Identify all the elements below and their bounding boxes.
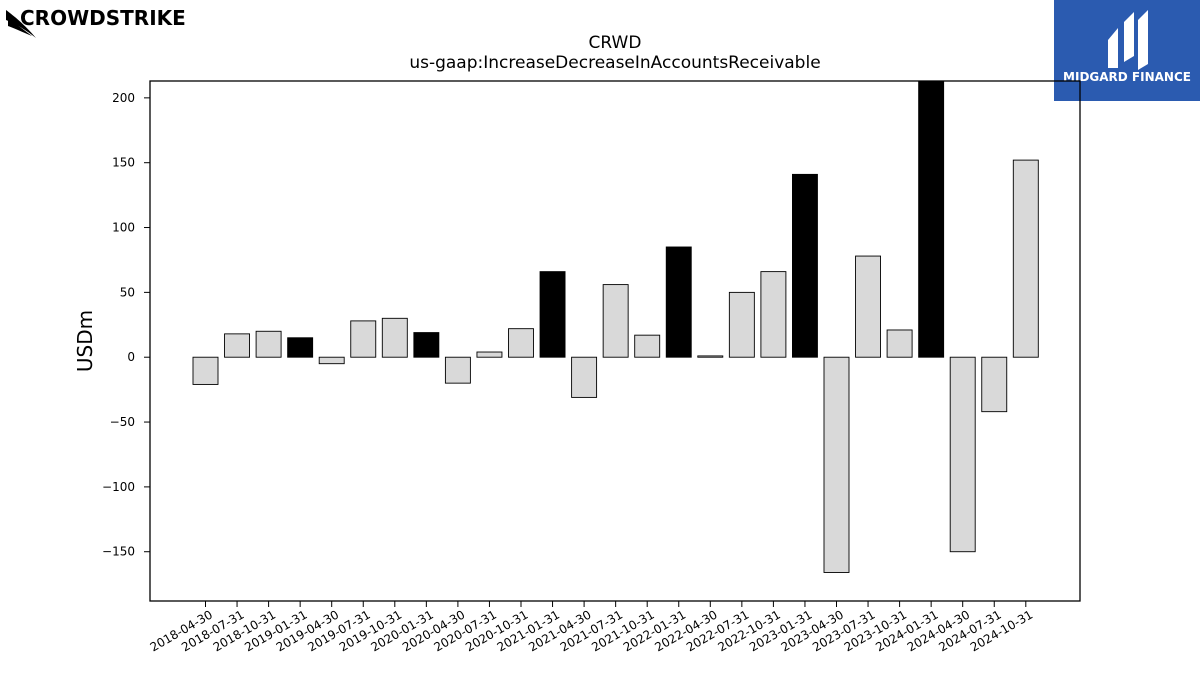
bar-2022-01-31 — [665, 246, 692, 358]
bar-2019-04-30 — [318, 356, 345, 365]
bar-2020-01-31 — [413, 332, 440, 358]
bar-2023-07-31 — [855, 255, 881, 358]
y-tick-label: 200 — [112, 91, 135, 105]
bar-2023-04-30 — [823, 356, 850, 573]
bar-2023-10-31 — [886, 329, 913, 358]
midgard-finance-logo: MIDGARD FINANCE — [1054, 0, 1200, 101]
y-tick-label: −100 — [102, 480, 135, 494]
bar-2019-01-31 — [287, 337, 314, 358]
bar-2022-04-30 — [697, 355, 724, 358]
crowdstrike-logo: CROWDSTRIKE — [6, 6, 186, 38]
bar-2021-07-31 — [602, 284, 629, 358]
bar-2021-01-31 — [539, 271, 566, 358]
y-tick-label: 0 — [127, 350, 135, 364]
bar-2022-07-31 — [728, 291, 755, 358]
bar-2024-07-31 — [981, 356, 1008, 413]
bar-2020-07-31 — [476, 351, 503, 358]
bar-2021-10-31 — [634, 334, 661, 358]
x-axis: 2018-04-302018-07-312018-10-312019-01-31… — [148, 601, 1035, 654]
bar-2024-04-30 — [949, 356, 976, 553]
bar-2024-01-31 — [918, 81, 945, 358]
bar-2021-04-30 — [571, 356, 598, 398]
chart-title: CRWD — [589, 33, 642, 53]
falcon-icon — [6, 10, 36, 38]
publisher-logo-text: MIDGARD FINANCE — [1063, 70, 1191, 84]
y-axis: 200 150 100 50 0 −50 −100 −150 — [102, 91, 150, 559]
bar-2024-10-31 — [1012, 159, 1039, 358]
midgard-m-icon — [1108, 10, 1148, 70]
chart-subtitle: us-gaap:IncreaseDecreaseInAccountsReceiv… — [409, 53, 820, 73]
company-logo-text: CROWDSTRIKE — [20, 6, 186, 30]
bar-2023-01-31 — [792, 173, 818, 358]
y-axis-label: USDm — [73, 310, 97, 372]
y-tick-label: 100 — [112, 221, 135, 235]
bar-2018-10-31 — [255, 330, 282, 358]
bar-2020-04-30 — [444, 356, 471, 384]
bar-2018-07-31 — [224, 333, 251, 358]
plot-frame — [149, 80, 1081, 602]
y-tick-label: −50 — [110, 415, 135, 429]
bar-2020-10-31 — [508, 328, 534, 358]
bar-2019-10-31 — [381, 317, 408, 358]
bars-group — [192, 81, 1039, 573]
bar-2018-04-30 — [192, 356, 219, 385]
y-tick-label: 150 — [112, 156, 135, 170]
y-tick-label: 50 — [120, 285, 135, 299]
bar-2019-07-31 — [350, 320, 377, 358]
bar-2022-10-31 — [760, 271, 787, 358]
y-tick-label: −150 — [102, 545, 135, 559]
